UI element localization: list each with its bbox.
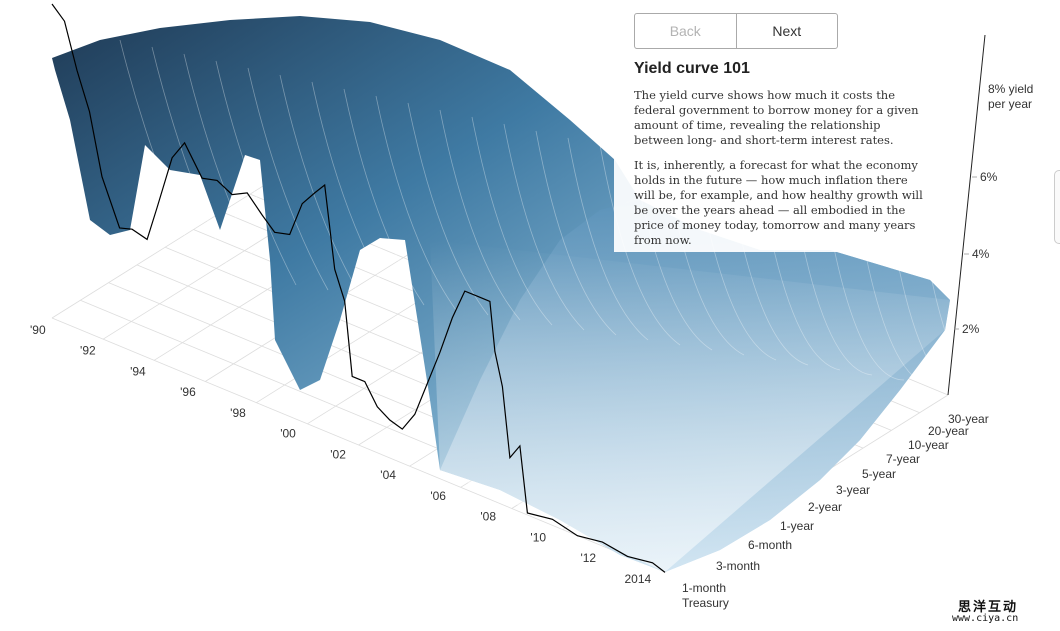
year-tick-label: '10 (530, 530, 546, 544)
year-tick-label: '94 (130, 364, 146, 378)
maturity-tick-label: 20-year (928, 424, 969, 438)
maturity-tick-label: 1-month (682, 581, 726, 595)
series-line-1-month-treasury (51, 3, 666, 573)
maturity-tick-label: 3-month (716, 559, 760, 573)
yield-surface (52, 16, 950, 572)
maturity-tick-label: 10-year (908, 438, 949, 452)
yield-tick-label: 6% (980, 170, 998, 184)
maturity-tick-label: 6-month (748, 538, 792, 552)
watermark-logo: 思洋互动 (958, 600, 1019, 615)
maturity-tick-label: 1-year (780, 519, 814, 533)
year-tick-label: '98 (230, 406, 246, 420)
panel-title: Yield curve 101 (634, 60, 750, 77)
maturity-tick-label: 2-year (808, 500, 842, 514)
yield-tick-label: 4% (972, 247, 990, 261)
maturity-tick-label: 3-year (836, 483, 870, 497)
year-tick-label: '92 (80, 344, 96, 358)
maturity-tick-label: 7-year (886, 452, 920, 466)
maturity-tick-label: Treasury (682, 596, 729, 610)
explainer-panel: Yield curve 101 The yield curve shows ho… (614, 52, 940, 252)
scroll-handle[interactable] (1054, 170, 1060, 244)
year-tick-label: '96 (180, 385, 196, 399)
year-tick-label: '04 (380, 468, 396, 482)
slide-navigation: Back Next (634, 13, 838, 49)
year-tick-label: '90 (30, 323, 46, 337)
year-tick-label: '00 (280, 427, 296, 441)
year-tick-label: '08 (480, 510, 496, 524)
maturity-tick-label: 5-year (862, 467, 896, 481)
yield-axis (947, 34, 986, 396)
yield-tick-label: per year (988, 97, 1032, 111)
year-tick-label: '02 (330, 447, 346, 461)
back-button[interactable]: Back (635, 14, 737, 48)
maturity-tick-label: 30-year (948, 412, 989, 426)
watermark-url: www.ciya.cn (952, 613, 1019, 624)
year-tick-label: '12 (580, 551, 596, 565)
year-tick-label: 2014 (624, 572, 651, 586)
year-tick-label: '06 (430, 489, 446, 503)
year-axis: '90 '92 '94 '96 '98 '00 '02 '04 '06 '08 '10 '12 2014 (30, 323, 652, 586)
next-button[interactable]: Next (772, 23, 802, 39)
yield-tick-label: 8% yield (988, 82, 1033, 96)
panel-paragraph-2: It is, inherently, a forecast for what t… (634, 158, 923, 247)
panel-paragraph-1: The yield curve shows how much it costs … (634, 88, 919, 147)
yield-tick-label: 2% (962, 322, 980, 336)
